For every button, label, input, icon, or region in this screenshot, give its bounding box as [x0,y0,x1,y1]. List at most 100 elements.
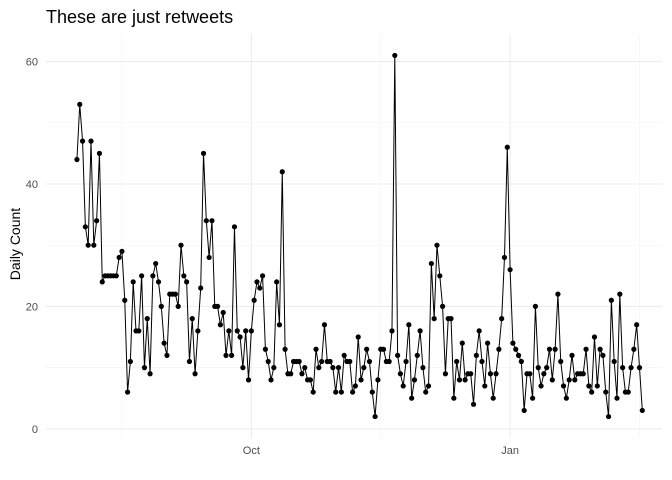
data-point [406,322,412,328]
data-point [341,352,347,358]
data-point [501,254,508,261]
data-point [265,358,271,365]
data-point [243,328,249,334]
data-point [237,334,243,340]
data-point [74,156,80,163]
data-point [617,291,623,297]
data-point [417,328,423,334]
data-point [476,328,482,334]
data-point [532,303,539,309]
x-tick-label: Oct [243,445,260,457]
data-point [411,377,418,383]
data-point [361,365,367,371]
data-point [127,358,133,365]
data-point [203,218,209,224]
data-point [541,371,547,377]
data-point [611,358,617,365]
data-point [319,358,325,365]
data-point [395,352,401,358]
data-point [380,346,387,352]
data-point [192,371,198,377]
data-point [279,169,285,175]
data-point [130,279,136,285]
chart-title: These are just retweets [46,7,233,27]
data-point [485,340,491,346]
data-point [299,371,305,377]
data-point [268,377,274,383]
data-point [518,358,524,365]
data-point [487,371,494,377]
data-point [99,279,105,285]
data-point [572,377,578,383]
data-point [245,377,252,383]
data-point [223,352,229,358]
data-point [347,358,353,365]
data-point [240,365,246,371]
data-point [614,395,620,401]
data-point [119,248,125,254]
data-point [147,371,153,377]
data-point [448,316,454,322]
data-point [440,303,446,309]
data-point [330,365,336,371]
data-point [352,383,359,389]
data-point [150,273,156,279]
data-point [355,334,361,340]
data-point [375,377,381,383]
data-point [136,328,142,334]
data-point [220,309,226,316]
data-point [456,377,463,383]
data-point [608,297,614,303]
data-point [139,273,145,279]
data-point [113,273,119,279]
data-point [141,365,148,371]
data-point [195,328,201,334]
data-point [538,383,544,389]
data-point [482,383,488,389]
data-point [181,273,187,279]
data-point [144,316,150,322]
data-point [397,371,404,377]
data-point [282,346,288,352]
data-point [535,365,541,371]
data-point [206,254,212,261]
data-point [327,358,333,365]
gridlines [46,34,662,438]
data-point [259,273,266,279]
data-point [586,383,592,389]
data-point [392,52,398,59]
data-point [310,389,316,395]
data-point [358,377,364,383]
data-point [257,285,263,291]
data-point [209,218,215,224]
data-point [248,328,254,334]
data-point [178,242,184,248]
data-point [560,383,567,389]
data-point [473,352,479,358]
series-line [76,55,643,417]
data-point [85,242,91,248]
data-point [510,340,516,346]
data-point [316,365,322,371]
data-point [153,260,159,267]
data-point [569,352,575,358]
data-point [420,365,426,371]
data-point [254,279,260,285]
data-point [88,138,94,144]
data-point [499,316,505,322]
data-point [544,365,550,371]
data-point [428,260,434,267]
data-point [451,395,457,401]
data-point [175,303,181,309]
series-layer [74,52,645,420]
y-tick-labels: 0 20 40 60 [26,57,38,436]
data-point [200,150,207,156]
data-point [172,291,178,297]
data-point [493,371,499,377]
data-point [431,316,437,322]
data-point [597,346,603,352]
data-point [77,101,83,107]
data-point [521,407,527,414]
data-point [198,285,204,291]
